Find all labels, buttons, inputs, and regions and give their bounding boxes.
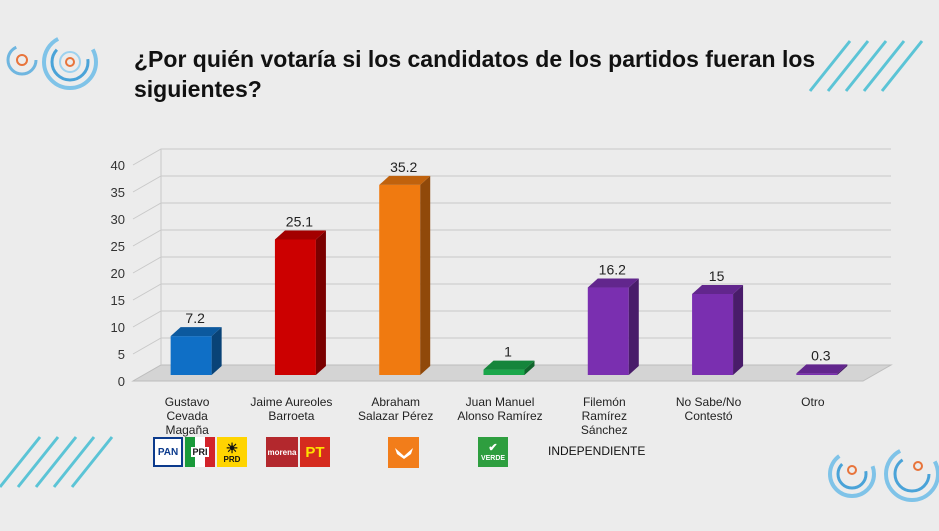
- bar-top: [587, 278, 639, 288]
- pri-logo-text: PRI: [191, 447, 209, 457]
- pan-logo-text: PAN: [157, 446, 179, 458]
- gridline: [132, 310, 891, 328]
- toucan-icon: ✔: [488, 442, 498, 454]
- mc-logo-box: [388, 437, 419, 468]
- pri-logo: PRI: [185, 437, 215, 467]
- bar-2: [379, 175, 431, 375]
- x-tick-label: Abraham Salazar Pérez: [358, 395, 433, 423]
- gridline: [132, 148, 891, 166]
- y-tick-label: 20: [111, 266, 125, 281]
- y-tick-label: 5: [118, 347, 125, 362]
- bar-front: [379, 184, 421, 375]
- value-label: 0.3: [811, 347, 831, 363]
- value-label: 25.1: [286, 213, 313, 229]
- x-tick-label: Jaime Aureoles Barroeta: [250, 395, 332, 423]
- y-tick-label: 35: [111, 185, 125, 200]
- bar-side: [211, 327, 222, 375]
- bar-front: [796, 373, 838, 375]
- pt-logo: PT: [300, 437, 330, 467]
- bar-top: [483, 360, 535, 370]
- independiente-label: INDEPENDIENTE: [548, 444, 646, 458]
- bar-side: [524, 360, 535, 375]
- bar-3: [483, 360, 535, 375]
- gridline: [132, 229, 891, 247]
- gridline: [132, 337, 891, 355]
- value-labels: 7.2 25.1 35.2 1 16.2 15 0.3: [185, 159, 830, 363]
- page-title: ¿Por quién votaría si los candidatos de …: [134, 46, 816, 102]
- bar-5: [692, 285, 744, 375]
- value-label: 16.2: [599, 262, 626, 278]
- bar-top: [692, 285, 744, 294]
- coalition-logos-morena-pt: morena PT: [266, 437, 330, 467]
- pt-logo-text: PT: [305, 443, 325, 461]
- gridline: [132, 175, 891, 193]
- x-axis-labels: Gustavo Cevada Magaña Jaime Aureoles Barroet…: [165, 395, 825, 437]
- bar-6: [796, 364, 848, 375]
- bar-side: [837, 364, 848, 375]
- bar-top: [796, 364, 848, 374]
- gridline: [132, 202, 891, 220]
- bar-front: [170, 336, 212, 375]
- x-tick-label: Gustavo Cevada Magaña: [165, 395, 210, 437]
- bar-top: [379, 175, 431, 185]
- y-tick-label: 10: [111, 320, 125, 335]
- bar-side: [315, 230, 326, 375]
- y-tick-label: 40: [111, 158, 125, 173]
- x-tick-label: No Sabe/No Contestó: [676, 395, 742, 423]
- prd-logo: ☀ PRD: [217, 437, 247, 467]
- bar-side: [733, 285, 744, 375]
- bar-side: [628, 278, 639, 375]
- bar-side: [420, 175, 431, 375]
- mc-eagle-icon: [394, 447, 413, 459]
- coalition-logos-pan-pri-prd: PAN PRI ☀ PRD: [153, 437, 247, 467]
- bar-4: [587, 278, 639, 375]
- y-tick-label: 30: [111, 212, 125, 227]
- value-label: 1: [504, 344, 512, 360]
- verde-logo: ✔ VERDE: [478, 437, 508, 467]
- x-tick-label: Juan Manuel Alonso Ramírez: [457, 395, 542, 423]
- x-tick-label: Otro: [801, 395, 825, 409]
- bar-front: [483, 369, 525, 375]
- bar-0: [170, 327, 222, 375]
- prd-logo-text: PRD: [223, 454, 241, 464]
- chart-gridlines: [132, 148, 891, 382]
- value-label: 7.2: [185, 310, 205, 326]
- y-axis-ticks: 0 5 10 15 20 25 30 35 40: [111, 158, 125, 389]
- y-tick-label: 25: [111, 239, 125, 254]
- sun-icon: ☀: [225, 439, 239, 456]
- verde-logo-box: ✔ VERDE: [478, 437, 508, 467]
- gridline: [132, 256, 891, 274]
- circle-swirl-icon: [828, 446, 939, 502]
- pan-logo: PAN: [153, 437, 183, 467]
- diagonal-stripes-icon: [808, 40, 924, 92]
- morena-logo: morena: [266, 437, 298, 467]
- bar-front: [274, 239, 316, 375]
- morena-logo-text: morena: [267, 447, 297, 457]
- gridline: [132, 283, 891, 301]
- value-label: 35.2: [390, 159, 417, 175]
- bar-1: [274, 230, 326, 375]
- x-tick-label: Filemón Ramírez Sánchez: [581, 395, 628, 437]
- y-tick-label: 15: [111, 293, 125, 308]
- chart-bars: [170, 175, 848, 375]
- chart-floor: [131, 149, 893, 382]
- circle-swirl-icon: [6, 34, 98, 90]
- diagonal-stripes-icon: [0, 436, 114, 488]
- y-tick-label: 0: [118, 374, 125, 389]
- verde-logo-text: VERDE: [480, 455, 506, 462]
- bar-front: [587, 287, 629, 375]
- bar-top: [274, 230, 326, 240]
- value-label: 15: [709, 268, 725, 284]
- bar-front: [692, 294, 734, 375]
- mc-logo: [388, 437, 419, 468]
- bar-top: [170, 327, 222, 337]
